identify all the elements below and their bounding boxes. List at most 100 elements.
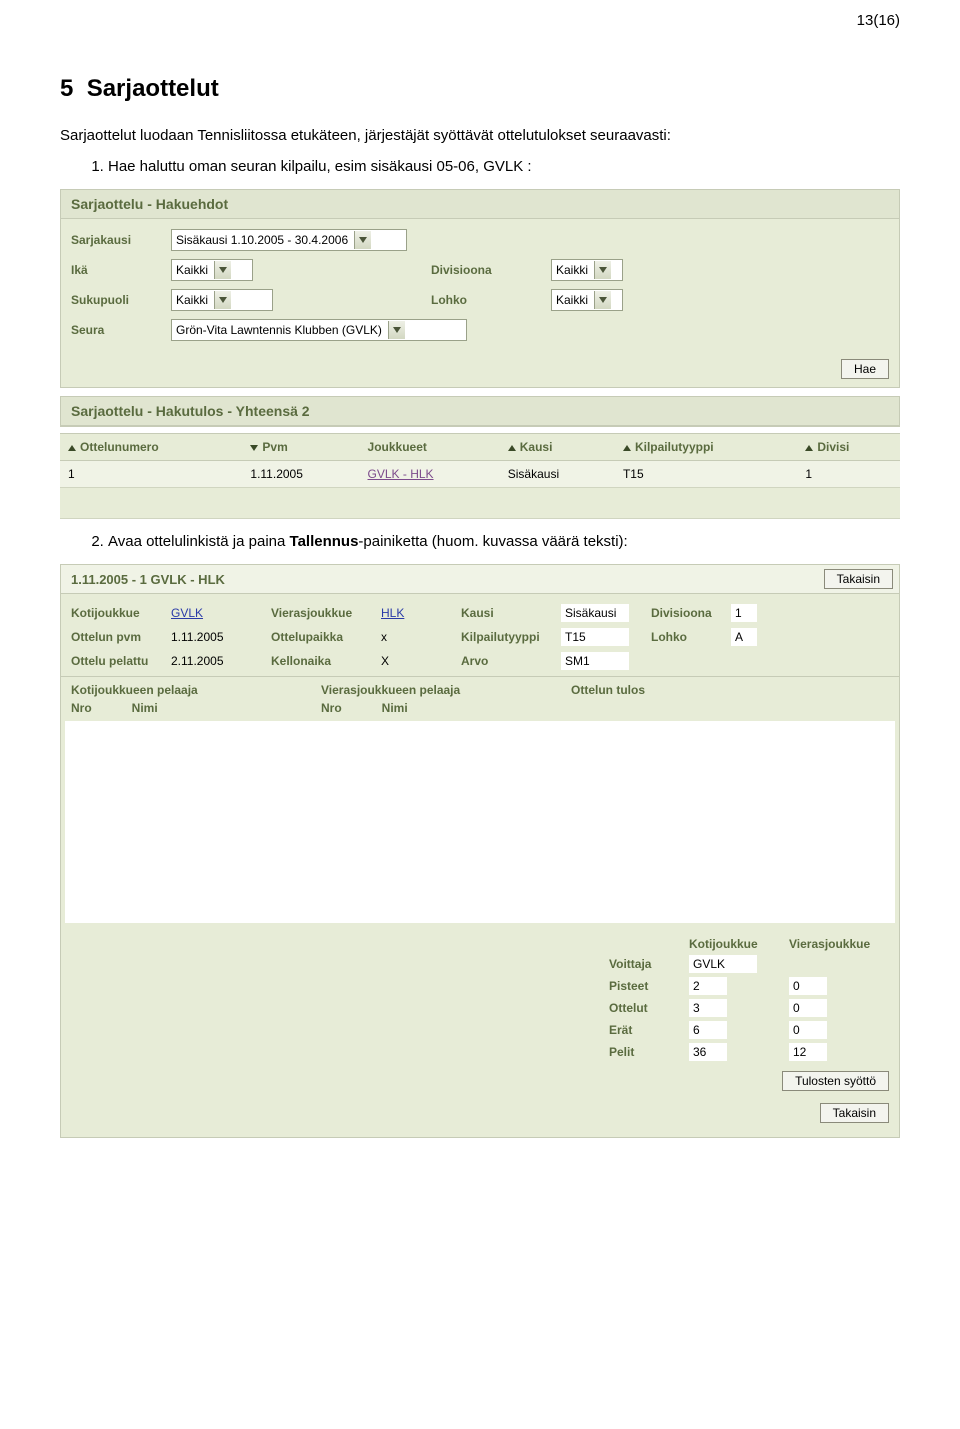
select-lohko-value: Kaikki [556, 293, 594, 307]
value-kilpailutyyppi: T15 [561, 628, 629, 646]
cell-joukkueet: GVLK - HLK [360, 461, 500, 488]
header-nimi: Nimi [132, 701, 158, 715]
sort-asc-icon [68, 445, 76, 451]
cell-divisi: 1 [797, 461, 900, 488]
select-divisioona[interactable]: Kaikki [551, 259, 623, 281]
label-arvo: Arvo [461, 654, 561, 668]
value-kausi: Sisäkausi [561, 604, 629, 622]
label-ottelun-pvm: Ottelun pvm [71, 630, 171, 644]
results-panel-title: Sarjaottelu - Hakutulos - Yhteensä 2 [61, 397, 899, 426]
chevron-down-icon [354, 231, 371, 249]
results-panel: Sarjaottelu - Hakutulos - Yhteensä 2 [60, 396, 900, 427]
search-panel: Sarjaottelu - Hakuehdot Sarjakausi Sisäk… [60, 189, 900, 388]
value-pisteet-koti: 2 [689, 977, 727, 995]
label-kellonaika: Kellonaika [271, 654, 381, 668]
tulosten-syotto-button[interactable]: Tulosten syöttö [782, 1071, 889, 1091]
col-joukkueet[interactable]: Joukkueet [360, 434, 500, 461]
select-ika-value: Kaikki [176, 263, 214, 277]
detail-panel: Kotijoukkue GVLK Vierasjoukkue HLK Kausi… [60, 594, 900, 1138]
value-erat-vieras: 0 [789, 1021, 827, 1039]
header-nimi-2: Nimi [382, 701, 408, 715]
col-kilpailutyyppi[interactable]: Kilpailutyyppi [615, 434, 797, 461]
sort-asc-icon [508, 445, 516, 451]
detail-header-bar: 1.11.2005 - 1 GVLK - HLK Takaisin [60, 564, 900, 594]
label-divisioona: Divisioona [431, 263, 531, 277]
step-2-bold: Tallennus [290, 533, 359, 550]
sort-asc-icon [623, 445, 631, 451]
value-divisioona: 1 [731, 604, 757, 622]
col-ottelunumero[interactable]: Ottelunumero [60, 434, 242, 461]
cell-ottelunumero: 1 [60, 461, 242, 488]
select-sukupuoli[interactable]: Kaikki [171, 289, 273, 311]
cell-pvm: 1.11.2005 [242, 461, 359, 488]
table-row-empty [60, 488, 900, 519]
label-lohko-d: Lohko [651, 630, 731, 644]
label-erat: Erät [609, 1023, 689, 1037]
section-number: 5 [60, 75, 73, 102]
label-ika: Ikä [71, 263, 171, 277]
value-ottelut-koti: 3 [689, 999, 727, 1017]
score-head-vieras: Vierasjoukkue [789, 937, 889, 951]
sort-desc-icon [250, 445, 258, 451]
select-sarjakausi-value: Sisäkausi 1.10.2005 - 30.4.2006 [176, 233, 354, 247]
search-panel-title: Sarjaottelu - Hakuehdot [61, 190, 899, 219]
value-pisteet-vieras: 0 [789, 977, 827, 995]
select-lohko[interactable]: Kaikki [551, 289, 623, 311]
hae-button[interactable]: Hae [841, 359, 889, 379]
label-ottelu-pelattu: Ottelu pelattu [71, 654, 171, 668]
intro-paragraph: Sarjaottelut luodaan Tennisliitossa etuk… [60, 127, 900, 144]
match-link[interactable]: GVLK - HLK [368, 467, 434, 481]
value-pelit-koti: 36 [689, 1043, 727, 1061]
header-koti-pelaaja: Kotijoukkueen pelaaja [71, 683, 321, 697]
select-seura[interactable]: Grön-Vita Lawntennis Klubben (GVLK) [171, 319, 467, 341]
label-pelit: Pelit [609, 1045, 689, 1059]
col-divisi[interactable]: Divisi [797, 434, 900, 461]
label-divisioona-d: Divisioona [651, 606, 731, 620]
header-nro: Nro [71, 701, 92, 715]
label-kilpailutyyppi-d: Kilpailutyyppi [461, 630, 561, 644]
label-ottelupaikka: Ottelupaikka [271, 630, 381, 644]
col-kausi[interactable]: Kausi [500, 434, 615, 461]
step-1: Hae haluttu oman seuran kilpailu, esim s… [108, 158, 900, 175]
cell-kausi: Sisäkausi [500, 461, 615, 488]
step-2-suffix: -painiketta (huom. kuvassa väärä teksti)… [358, 533, 627, 550]
takaisin-button-2[interactable]: Takaisin [820, 1103, 889, 1123]
chevron-down-icon [594, 261, 611, 279]
step-2: Avaa ottelulinkistä ja paina Tallennus-p… [108, 533, 900, 550]
kotijoukkue-link[interactable]: GVLK [171, 606, 203, 620]
label-seura: Seura [71, 323, 171, 337]
sort-asc-icon [805, 445, 813, 451]
value-erat-koti: 6 [689, 1021, 727, 1039]
score-head-koti: Kotijoukkue [689, 937, 789, 951]
takaisin-button[interactable]: Takaisin [824, 569, 893, 589]
select-sukupuoli-value: Kaikki [176, 293, 214, 307]
label-sarjakausi: Sarjakausi [71, 233, 171, 247]
value-pelit-vieras: 12 [789, 1043, 827, 1061]
label-lohko: Lohko [431, 293, 531, 307]
chevron-down-icon [388, 321, 405, 339]
header-vieras-pelaaja: Vierasjoukkueen pelaaja [321, 683, 571, 697]
score-grid: Kotijoukkue Vierasjoukkue Voittaja GVLK … [61, 931, 899, 1067]
step-2-prefix: Avaa ottelulinkistä ja paina [108, 533, 290, 550]
cell-kilpailutyyppi: T15 [615, 461, 797, 488]
results-header-row: Ottelunumero Pvm Joukkueet Kausi Kilpail… [60, 434, 900, 461]
label-kotijoukkue: Kotijoukkue [71, 606, 171, 620]
header-ottelun-tulos: Ottelun tulos [571, 683, 889, 697]
select-ika[interactable]: Kaikki [171, 259, 253, 281]
chevron-down-icon [594, 291, 611, 309]
select-sarjakausi[interactable]: Sisäkausi 1.10.2005 - 30.4.2006 [171, 229, 407, 251]
col-pvm[interactable]: Pvm [242, 434, 359, 461]
select-divisioona-value: Kaikki [556, 263, 594, 277]
label-vierasjoukkue: Vierasjoukkue [271, 606, 381, 620]
section-heading: 5 Sarjaottelut [60, 75, 900, 103]
label-voittaja: Voittaja [609, 957, 689, 971]
players-blank-area [65, 721, 895, 923]
label-kausi: Kausi [461, 606, 561, 620]
table-row: 1 1.11.2005 GVLK - HLK Sisäkausi T15 1 [60, 461, 900, 488]
label-sukupuoli: Sukupuoli [71, 293, 171, 307]
vierasjoukkue-link[interactable]: HLK [381, 606, 404, 620]
value-ottelu-pelattu: 2.11.2005 [171, 654, 271, 668]
section-title-text: Sarjaottelut [87, 75, 219, 102]
label-ottelut: Ottelut [609, 1001, 689, 1015]
value-ottelun-pvm: 1.11.2005 [171, 630, 271, 644]
